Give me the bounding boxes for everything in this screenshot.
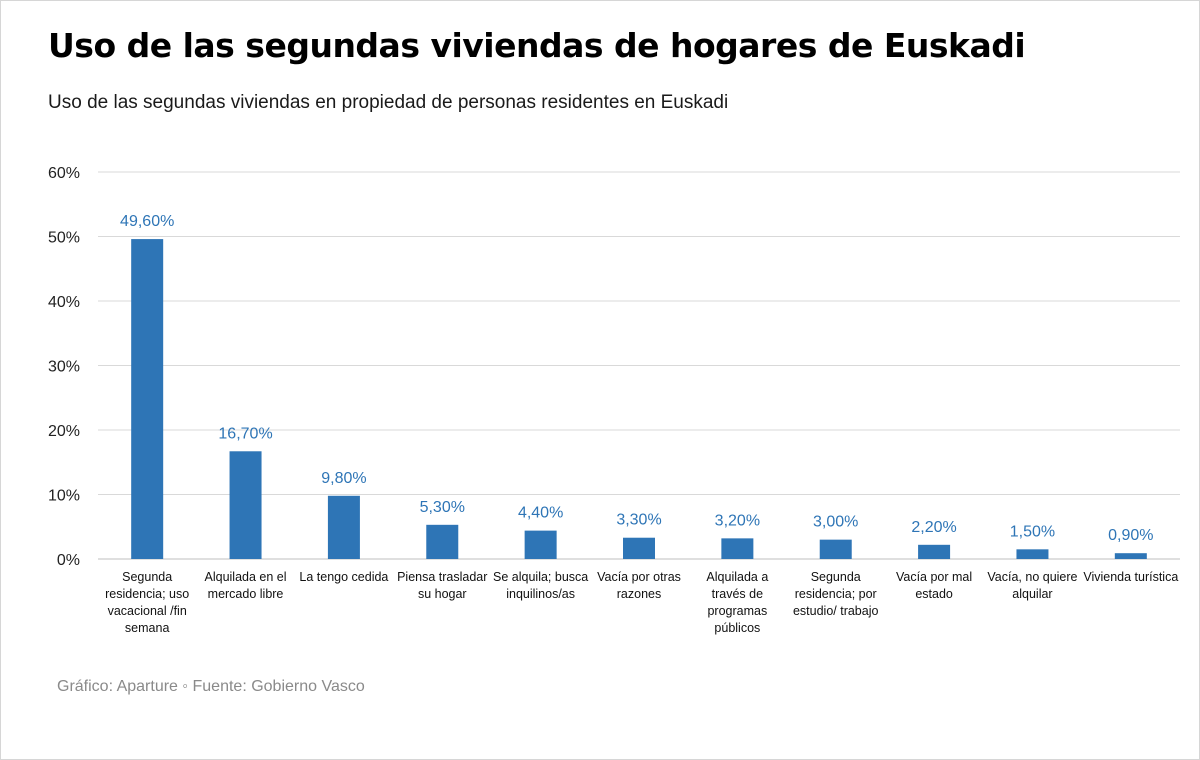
chart-title: Uso de las segundas viviendas de hogares… (48, 26, 1026, 65)
y-tick-label: 40% (48, 294, 80, 311)
x-category-label: Piensa trasladar su hogar (397, 570, 488, 601)
y-tick-label: 0% (57, 552, 80, 569)
x-category-label: Vacía por mal estado (895, 570, 973, 601)
y-tick-label: 30% (48, 359, 80, 376)
source-footer: Gráfico: Aparture ◦ Fuente: Gobierno Vas… (57, 678, 365, 695)
data-label: 3,30% (616, 512, 661, 529)
bar (1114, 553, 1147, 559)
bar (131, 239, 164, 559)
bar (819, 539, 852, 559)
data-label: 9,80% (321, 470, 366, 487)
data-label: 5,30% (420, 499, 465, 516)
bar (524, 530, 557, 559)
x-category-label: Vacía, no quiere alquilar (987, 570, 1078, 601)
data-label: 4,40% (518, 505, 563, 522)
data-label: 0,90% (1108, 527, 1153, 544)
data-label: 16,70% (218, 425, 272, 442)
data-label: 2,20% (911, 519, 956, 536)
bar (918, 544, 951, 559)
bar (721, 538, 754, 559)
bar (623, 537, 655, 559)
data-label: 1,50% (1010, 523, 1055, 540)
data-label: 49,60% (120, 213, 174, 230)
y-tick-label: 20% (48, 423, 80, 440)
data-label: 3,00% (813, 514, 858, 531)
bar (327, 495, 360, 559)
x-category-label: Vivienda turística (1083, 570, 1179, 584)
x-category-label: Segunda residencia; por estudio/ trabajo (792, 570, 879, 618)
y-tick-label: 10% (48, 488, 80, 505)
x-category-label: Vacía por otras razones (597, 570, 681, 601)
data-label: 3,20% (715, 512, 760, 529)
bar (426, 524, 459, 559)
bar (1016, 549, 1049, 559)
chart-subtitle: Uso de las segundas viviendas en propied… (48, 92, 729, 113)
x-category-label: La tengo cedida (299, 570, 389, 584)
x-category-label: Alquilada a través de programas públicos (706, 570, 769, 635)
x-category-label: Se alquila; busca inquilinos/as (493, 570, 589, 601)
x-category-label: Alquilada en el mercado libre (204, 570, 287, 601)
y-tick-label: 50% (48, 230, 80, 247)
bar (229, 451, 262, 559)
x-category-label: Segunda residencia; uso vacacional /fin … (105, 570, 190, 635)
y-tick-label: 60% (48, 165, 80, 182)
